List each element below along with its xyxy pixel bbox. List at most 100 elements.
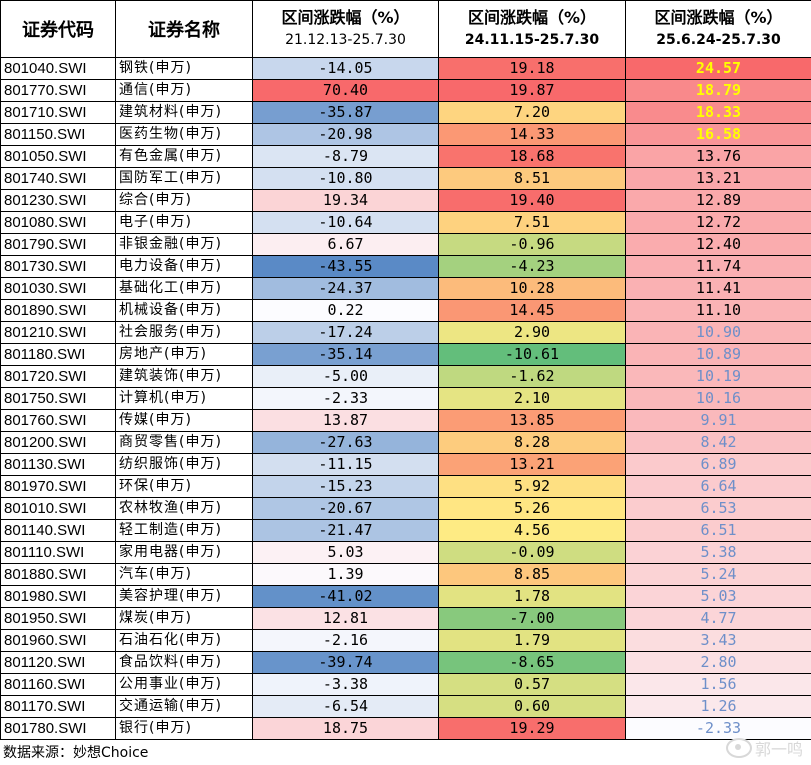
period1-return-cell: 5.03 bbox=[252, 541, 439, 564]
table-row: 801710.SWI 建筑材料(申万) -35.87 7.20 18.33 bbox=[0, 101, 811, 124]
security-name-cell: 建筑装饰(申万) bbox=[115, 365, 253, 388]
period1-return-cell: 19.34 bbox=[252, 189, 439, 212]
period2-return-cell: -10.61 bbox=[438, 343, 626, 366]
weibo-icon bbox=[725, 738, 752, 758]
table-row: 801790.SWI 非银金融(申万) 6.67 -0.96 12.40 bbox=[0, 233, 811, 256]
security-name-cell: 有色金属(申万) bbox=[115, 145, 253, 168]
period3-return-cell: 11.41 bbox=[625, 277, 811, 300]
security-code-cell: 801050.SWI bbox=[0, 145, 116, 168]
table-row: 801750.SWI 计算机(申万) -2.33 2.10 10.16 bbox=[0, 387, 811, 410]
security-code-cell: 801160.SWI bbox=[0, 673, 116, 696]
security-code-cell: 801720.SWI bbox=[0, 365, 116, 388]
period2-return-cell: 0.57 bbox=[438, 673, 626, 696]
period2-return-cell: 13.85 bbox=[438, 409, 626, 432]
security-code-cell: 801110.SWI bbox=[0, 541, 116, 564]
table-row: 801040.SWI 钢铁(申万) -14.05 19.18 24.57 bbox=[0, 57, 811, 80]
period3-return-cell: 5.38 bbox=[625, 541, 811, 564]
security-name-cell: 石油石化(申万) bbox=[115, 629, 253, 652]
security-name-cell: 计算机(申万) bbox=[115, 387, 253, 410]
period1-return-cell: 12.81 bbox=[252, 607, 439, 630]
table-row: 801120.SWI 食品饮料(申万) -39.74 -8.65 2.80 bbox=[0, 651, 811, 674]
data-source-note: 数据来源：妙想Choice bbox=[3, 745, 149, 761]
table-row: 801230.SWI 综合(申万) 19.34 19.40 12.89 bbox=[0, 189, 811, 212]
period1-return-cell: -10.64 bbox=[252, 211, 439, 234]
period2-return-cell: 5.26 bbox=[438, 497, 626, 520]
header-period2-range: 24.11.15-25.7.30 bbox=[464, 32, 600, 48]
security-code-cell: 801010.SWI bbox=[0, 497, 116, 520]
security-code-cell: 801740.SWI bbox=[0, 167, 116, 190]
header-period3-title: 区间涨跌幅（%） bbox=[654, 8, 783, 27]
period3-return-cell: 12.89 bbox=[625, 189, 811, 212]
security-code-cell: 801230.SWI bbox=[0, 189, 116, 212]
table-row: 801050.SWI 有色金属(申万) -8.79 18.68 13.76 bbox=[0, 145, 811, 168]
period1-return-cell: 6.67 bbox=[252, 233, 439, 256]
period1-return-cell: -14.05 bbox=[252, 57, 439, 80]
table-row: 801950.SWI 煤炭(申万) 12.81 -7.00 4.77 bbox=[0, 607, 811, 630]
security-name-cell: 电子(申万) bbox=[115, 211, 253, 234]
period3-return-cell: 3.43 bbox=[625, 629, 811, 652]
period1-return-cell: -21.47 bbox=[252, 519, 439, 542]
period2-return-cell: 8.85 bbox=[438, 563, 626, 586]
period1-return-cell: -24.37 bbox=[252, 277, 439, 300]
period2-return-cell: 14.45 bbox=[438, 299, 626, 322]
security-code-cell: 801040.SWI bbox=[0, 57, 116, 80]
security-code-cell: 801880.SWI bbox=[0, 563, 116, 586]
security-name-cell: 非银金融(申万) bbox=[115, 233, 253, 256]
period2-return-cell: -1.62 bbox=[438, 365, 626, 388]
period1-return-cell: -20.98 bbox=[252, 123, 439, 146]
header-period2: 区间涨跌幅（%） 24.11.15-25.7.30 bbox=[438, 0, 626, 58]
period1-return-cell: -15.23 bbox=[252, 475, 439, 498]
security-code-cell: 801080.SWI bbox=[0, 211, 116, 234]
period2-return-cell: 14.33 bbox=[438, 123, 626, 146]
table-row: 801180.SWI 房地产(申万) -35.14 -10.61 10.89 bbox=[0, 343, 811, 366]
table-row: 801760.SWI 传媒(申万) 13.87 13.85 9.91 bbox=[0, 409, 811, 432]
watermark: 郭一鸣 bbox=[725, 736, 803, 760]
period3-return-cell: 13.21 bbox=[625, 167, 811, 190]
security-name-cell: 建筑材料(申万) bbox=[115, 101, 253, 124]
security-name-cell: 国防军工(申万) bbox=[115, 167, 253, 190]
security-name-cell: 银行(申万) bbox=[115, 717, 253, 740]
security-code-cell: 801030.SWI bbox=[0, 277, 116, 300]
period3-return-cell: 5.03 bbox=[625, 585, 811, 608]
period1-return-cell: -3.38 bbox=[252, 673, 439, 696]
period2-return-cell: 13.21 bbox=[438, 453, 626, 476]
header-period1-range: 21.12.13-25.7.30 bbox=[285, 32, 406, 48]
security-code-cell: 801980.SWI bbox=[0, 585, 116, 608]
security-code-cell: 801170.SWI bbox=[0, 695, 116, 718]
period3-return-cell: 16.58 bbox=[625, 123, 811, 146]
table-row: 801740.SWI 国防军工(申万) -10.80 8.51 13.21 bbox=[0, 167, 811, 190]
security-code-cell: 801710.SWI bbox=[0, 101, 116, 124]
security-name-cell: 社会服务(申万) bbox=[115, 321, 253, 344]
table-row: 801720.SWI 建筑装饰(申万) -5.00 -1.62 10.19 bbox=[0, 365, 811, 388]
table-row: 801780.SWI 银行(申万) 18.75 19.29 -2.33 bbox=[0, 717, 811, 740]
period1-return-cell: -10.80 bbox=[252, 167, 439, 190]
header-period1: 区间涨跌幅（%） 21.12.13-25.7.30 bbox=[252, 0, 439, 58]
period2-return-cell: 0.60 bbox=[438, 695, 626, 718]
period2-return-cell: 2.90 bbox=[438, 321, 626, 344]
table-row: 801880.SWI 汽车(申万) 1.39 8.85 5.24 bbox=[0, 563, 811, 586]
period2-return-cell: 2.10 bbox=[438, 387, 626, 410]
period3-return-cell: 11.74 bbox=[625, 255, 811, 278]
period3-return-cell: 10.90 bbox=[625, 321, 811, 344]
period3-return-cell: 6.64 bbox=[625, 475, 811, 498]
period3-return-cell: 8.42 bbox=[625, 431, 811, 454]
period1-return-cell: 13.87 bbox=[252, 409, 439, 432]
period3-return-cell: 12.40 bbox=[625, 233, 811, 256]
security-code-cell: 801750.SWI bbox=[0, 387, 116, 410]
period2-return-cell: 19.29 bbox=[438, 717, 626, 740]
industry-returns-table: 证券代码 证券名称 区间涨跌幅（%） 21.12.13-25.7.30 区间涨跌… bbox=[0, 0, 811, 740]
period2-return-cell: 7.51 bbox=[438, 211, 626, 234]
period1-return-cell: -17.24 bbox=[252, 321, 439, 344]
period1-return-cell: -41.02 bbox=[252, 585, 439, 608]
period3-return-cell: 18.79 bbox=[625, 79, 811, 102]
security-name-cell: 环保(申万) bbox=[115, 475, 253, 498]
period2-return-cell: -0.96 bbox=[438, 233, 626, 256]
table-row: 801730.SWI 电力设备(申万) -43.55 -4.23 11.74 bbox=[0, 255, 811, 278]
period3-return-cell: 11.10 bbox=[625, 299, 811, 322]
table-row: 801080.SWI 电子(申万) -10.64 7.51 12.72 bbox=[0, 211, 811, 234]
period3-return-cell: 5.24 bbox=[625, 563, 811, 586]
period2-return-cell: 19.87 bbox=[438, 79, 626, 102]
table-row: 801010.SWI 农林牧渔(申万) -20.67 5.26 6.53 bbox=[0, 497, 811, 520]
security-name-cell: 房地产(申万) bbox=[115, 343, 253, 366]
period2-return-cell: 8.28 bbox=[438, 431, 626, 454]
